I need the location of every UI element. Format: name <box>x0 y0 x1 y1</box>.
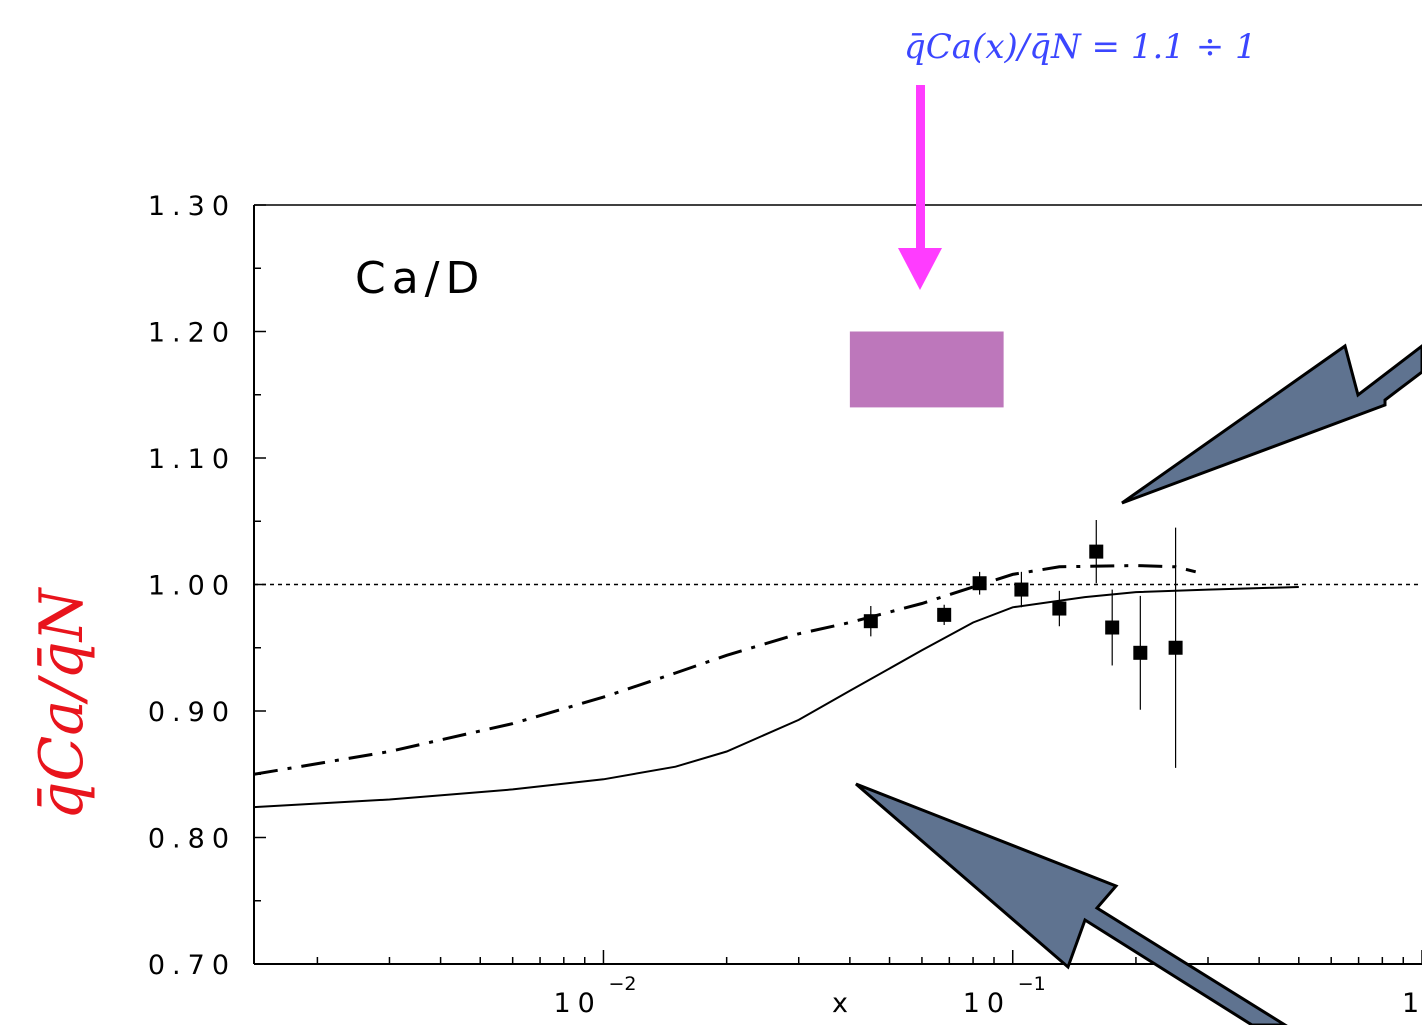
magenta-arrow <box>898 85 942 290</box>
series-dashdot-curve <box>253 563 1197 776</box>
point-marker <box>863 614 878 629</box>
y-tick-label: 0.90 <box>148 697 236 728</box>
y-tick-label: 1.10 <box>148 444 236 475</box>
y-tick-label: 1.20 <box>148 318 236 349</box>
lower-grey-arrow <box>855 782 1288 1025</box>
data-point <box>1168 527 1183 768</box>
point-marker <box>1133 645 1148 660</box>
x-ticks: 10 −2 10 −1 1 <box>316 950 1422 1019</box>
data-point <box>1052 590 1067 627</box>
data-point <box>1014 571 1029 608</box>
x-tick-label: 1 <box>1402 988 1422 1019</box>
y-tick-label: 0.80 <box>148 824 236 855</box>
magenta-arrow-head <box>898 248 942 290</box>
x-axis-label: x <box>832 988 855 1019</box>
highlight-band <box>849 331 1004 408</box>
data-points <box>863 519 1183 768</box>
y-tick-label: 1.30 <box>148 191 236 222</box>
x-tick-label: 10 <box>963 988 1011 1019</box>
point-marker <box>1052 601 1067 616</box>
point-marker <box>937 607 952 622</box>
data-point <box>972 571 987 595</box>
y-tick-label: 0.70 <box>148 950 236 981</box>
y-axis-label: q̄Ca/q̄N <box>27 586 97 820</box>
data-point <box>1133 595 1148 710</box>
point-marker <box>1089 544 1104 559</box>
point-marker <box>972 576 987 591</box>
y-tick-label: 1.00 <box>148 571 236 602</box>
x-tick-label: 10 <box>553 988 601 1019</box>
y-ticks: 1.30 1.20 1.10 1.00 0.90 0.80 0.70 <box>148 191 266 981</box>
data-point <box>937 604 952 625</box>
upper-grey-arrow <box>1121 343 1422 505</box>
x-tick-exponent: −2 <box>608 973 636 995</box>
panel-label: Ca/D <box>355 253 485 304</box>
point-marker <box>1014 582 1029 597</box>
x-tick-exponent: −1 <box>1018 973 1046 995</box>
data-point <box>863 606 878 637</box>
top-annotation: q̄Ca(x)/q̄N = 1.1 ÷ 1 <box>904 27 1257 67</box>
magenta-arrow-shaft <box>916 85 925 255</box>
point-marker <box>1168 640 1183 655</box>
series-solid-curve <box>253 586 1299 809</box>
point-marker <box>1105 620 1120 635</box>
data-point <box>1105 589 1120 666</box>
data-point <box>1089 519 1104 584</box>
